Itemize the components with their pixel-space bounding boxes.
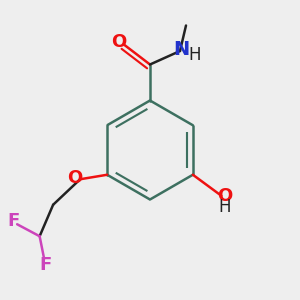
Text: H: H [188,46,201,64]
Text: H: H [219,198,231,216]
Text: O: O [217,187,232,205]
Text: O: O [112,33,127,51]
Text: F: F [8,212,20,230]
Text: F: F [40,256,52,274]
Text: N: N [173,40,190,59]
Text: O: O [67,169,83,187]
